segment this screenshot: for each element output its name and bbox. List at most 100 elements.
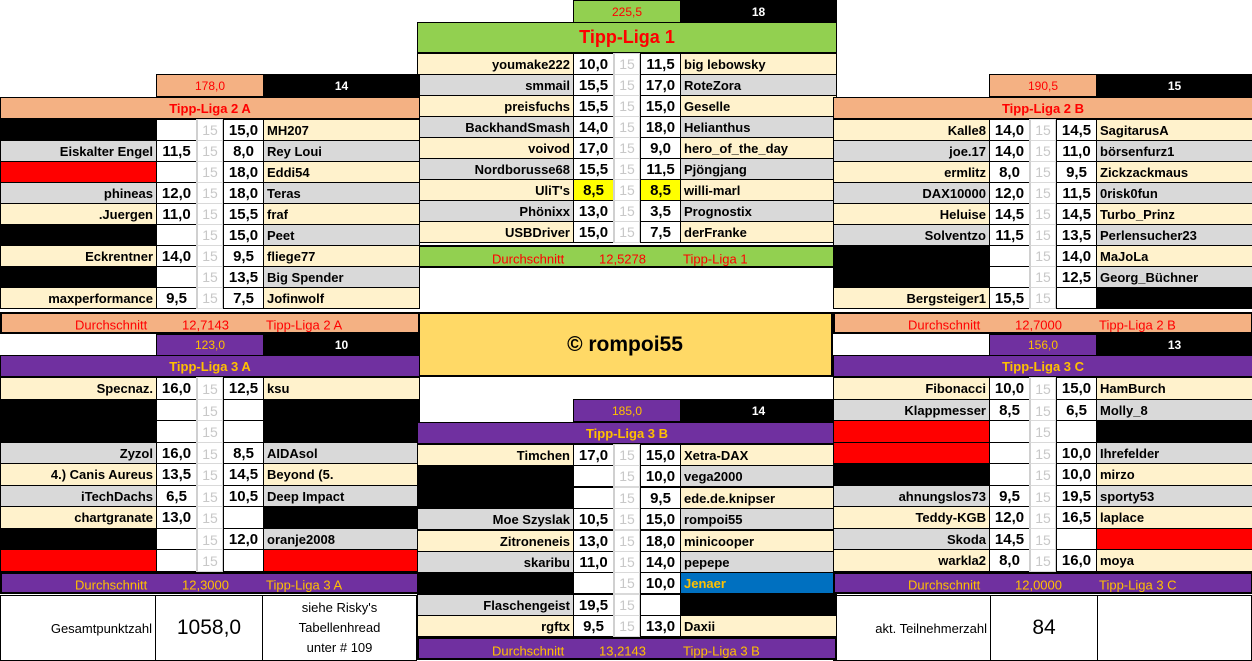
player-name-right [263,399,420,422]
player-name-right: Helianthus [680,116,837,138]
match-number: 15 [196,463,224,486]
liga2b-count: 15 [1096,74,1252,97]
average-league-name: Tipp-Liga 2 B [1099,317,1176,333]
player-name-right [263,549,420,572]
score-left: 8,5 [573,179,614,201]
score-right: 9,5 [640,487,681,509]
score-left: 11,5 [989,224,1030,246]
score-left: 11,5 [156,140,197,162]
average-league-name: Tipp-Liga 3 B [683,643,760,658]
score-right: 10,0 [1056,463,1097,486]
score-right [1056,287,1097,309]
score-right: 9,5 [1056,161,1097,183]
match-number: 15 [613,551,641,573]
liga3a-count: 10 [263,334,420,356]
average-league-name: Tipp-Liga 3 C [1099,577,1177,593]
score-left: 6,5 [156,485,197,508]
match-number: 15 [1029,528,1057,551]
match-number: 15 [613,594,641,616]
average-label: Durchschnitt [75,577,148,593]
score-right: 12,5 [223,377,264,400]
score-left: 17,0 [573,444,614,466]
score-right: 16,0 [1056,549,1097,572]
player-name-right: HamBurch [1096,377,1252,400]
score-right: 8,5 [640,179,681,201]
match-number: 15 [1029,463,1057,486]
player-name-right: RoteZora [680,74,837,96]
score-left [989,266,1030,288]
player-name-left: phineas [0,182,157,204]
player-name-right: sporty53 [1096,485,1252,508]
player-name-right: laplace [1096,506,1252,529]
player-name-left [0,549,157,572]
average-value: 13,2143 [599,643,646,658]
player-name-right: Geselle [680,95,837,117]
match-number: 15 [1029,224,1057,246]
score-left [156,224,197,246]
average-label: Durchschnitt [492,643,565,658]
average-league-name: Tipp-Liga 1 [683,251,748,266]
score-left: 10,0 [573,53,614,75]
player-name-right: moya [1096,549,1252,572]
score-right: 15,0 [640,95,681,117]
player-name-left: DAX10000 [833,182,990,204]
score-left: 16,0 [156,442,197,465]
match-number: 15 [196,528,224,551]
player-name-right [680,594,837,616]
player-name-left: ahnungslos73 [833,485,990,508]
match-number: 15 [196,140,224,162]
player-name-left: Kalle8 [833,119,990,141]
liga3c-count: 13 [1096,334,1252,356]
score-left: 15,0 [573,221,614,243]
player-name-left: ermlitz [833,161,990,183]
player-name-right [263,420,420,443]
player-name-left: UliT's [417,179,574,201]
player-name-left [833,245,990,267]
score-right [1056,420,1097,443]
player-name-right: ksu [263,377,420,400]
average-league-name: Tipp-Liga 3 A [266,577,343,593]
player-name-left: Solventzo [833,224,990,246]
score-right: 14,5 [1056,203,1097,225]
score-left: 15,5 [989,287,1030,309]
score-right: 15,0 [223,119,264,141]
score-left: 14,0 [989,119,1030,141]
player-name-left: Fibonacci [833,377,990,400]
player-name-right: Ihrefelder [1096,442,1252,465]
score-left: 15,5 [573,95,614,117]
match-number: 15 [196,442,224,465]
player-name-right: rompoi55 [680,508,837,530]
score-right: 18,0 [223,161,264,183]
score-right: 18,0 [640,116,681,138]
match-number: 15 [196,377,224,400]
player-name-right: hero_of_the_day [680,137,837,159]
total-points-label: Gesamtpunktzahl [0,595,156,661]
liga2a-count: 14 [263,74,420,97]
player-name-right: pepepe [680,551,837,573]
player-name-right: MH207 [263,119,420,141]
player-name-left: iTechDachs [0,485,157,508]
score-left: 14,0 [156,245,197,267]
score-left: 8,0 [989,549,1030,572]
score-right: 18,0 [640,530,681,552]
score-right: 19,5 [1056,485,1097,508]
player-name-left: warkla2 [833,549,990,572]
score-right: 10,0 [640,465,681,487]
player-name-right: vega2000 [680,465,837,487]
empty-cell [1097,595,1252,661]
average-value: 12,7000 [1015,317,1062,333]
player-name-right: big lebowsky [680,53,837,75]
player-name-left: maxperformance [0,287,157,309]
match-number: 15 [196,399,224,422]
score-left: 10,5 [573,508,614,530]
match-number: 15 [613,530,641,552]
player-name-right: Daxii [680,615,837,637]
liga2b-total: 190,5 [989,74,1097,97]
match-number: 15 [196,506,224,529]
match-number: 15 [196,119,224,141]
match-number: 15 [196,549,224,572]
player-name-right: ede.de.knipser [680,487,837,509]
score-left: 15,5 [573,74,614,96]
score-right: 3,5 [640,200,681,222]
score-left: 13,5 [156,463,197,486]
